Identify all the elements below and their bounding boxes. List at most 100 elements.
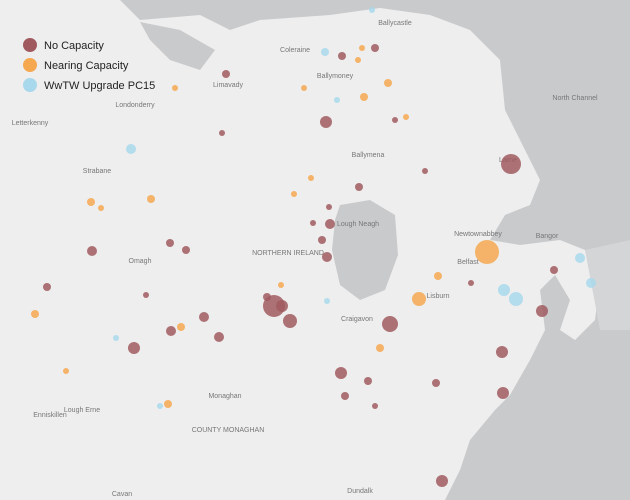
lough-foyle bbox=[140, 22, 215, 70]
marker bbox=[586, 278, 596, 288]
marker bbox=[164, 400, 172, 408]
marker bbox=[338, 52, 346, 60]
marker bbox=[147, 195, 155, 203]
marker bbox=[310, 220, 316, 226]
marker bbox=[376, 344, 384, 352]
place-label: Belfast bbox=[457, 259, 478, 266]
marker bbox=[98, 205, 104, 211]
place-label: Lough Erne bbox=[64, 407, 100, 414]
place-label: Monaghan bbox=[208, 393, 241, 400]
marker bbox=[384, 79, 392, 87]
marker bbox=[126, 144, 136, 154]
legend-swatch bbox=[23, 38, 37, 52]
marker bbox=[335, 367, 347, 379]
marker bbox=[321, 48, 329, 56]
marker bbox=[143, 292, 149, 298]
marker bbox=[276, 300, 288, 312]
marker bbox=[219, 130, 225, 136]
place-label: Londonderry bbox=[115, 102, 155, 109]
marker bbox=[31, 310, 39, 318]
legend-swatch bbox=[23, 58, 37, 72]
place-label: Strabane bbox=[83, 168, 112, 175]
marker bbox=[324, 298, 330, 304]
marker bbox=[291, 191, 297, 197]
land bbox=[0, 0, 600, 500]
marker bbox=[498, 284, 510, 296]
marker bbox=[341, 392, 349, 400]
marker bbox=[392, 117, 398, 123]
marker bbox=[575, 253, 585, 263]
marker bbox=[432, 379, 440, 387]
legend: No Capacity Nearing Capacity WwTW Upgrade … bbox=[23, 38, 155, 92]
marker bbox=[371, 44, 379, 52]
marker bbox=[320, 116, 332, 128]
marker bbox=[434, 272, 442, 280]
marker bbox=[509, 292, 523, 306]
marker bbox=[422, 168, 428, 174]
legend-label: No Capacity bbox=[44, 40, 104, 52]
marker bbox=[157, 403, 163, 409]
marker bbox=[222, 70, 230, 78]
marker bbox=[536, 305, 548, 317]
place-label: Lough Neagh bbox=[337, 221, 379, 228]
legend-swatch bbox=[23, 78, 37, 92]
marker bbox=[318, 236, 326, 244]
marker bbox=[43, 283, 51, 291]
legend-label: Nearing Capacity bbox=[44, 60, 129, 72]
marker bbox=[355, 57, 361, 63]
marker bbox=[322, 252, 332, 262]
marker bbox=[87, 198, 95, 206]
marker bbox=[334, 97, 340, 103]
marker bbox=[128, 342, 140, 354]
marker bbox=[172, 85, 178, 91]
place-label: Limavady bbox=[213, 82, 243, 89]
marker bbox=[360, 93, 368, 101]
marker bbox=[214, 332, 224, 342]
place-label: Craigavon bbox=[341, 316, 373, 323]
marker bbox=[301, 85, 307, 91]
marker bbox=[359, 45, 365, 51]
place-label: Lisburn bbox=[427, 293, 450, 300]
legend-label: WwTW Upgrade PC15 bbox=[44, 80, 155, 92]
marker bbox=[436, 475, 448, 487]
marker bbox=[278, 282, 284, 288]
marker bbox=[364, 377, 372, 385]
marker bbox=[412, 292, 426, 306]
marker bbox=[113, 335, 119, 341]
marker bbox=[326, 204, 332, 210]
sea-shade bbox=[585, 240, 630, 330]
place-label: Dundalk bbox=[347, 488, 373, 495]
place-label: Omagh bbox=[129, 258, 152, 265]
lough-neagh bbox=[332, 200, 398, 300]
marker bbox=[263, 293, 271, 301]
marker bbox=[166, 239, 174, 247]
place-label: Newtownabbey bbox=[454, 231, 502, 238]
place-label: Enniskillen bbox=[33, 412, 67, 419]
place-label: North Channel bbox=[552, 95, 598, 102]
marker bbox=[308, 175, 314, 181]
marker bbox=[475, 240, 499, 264]
marker bbox=[372, 403, 378, 409]
marker bbox=[369, 7, 375, 13]
marker bbox=[501, 154, 521, 174]
place-label: Ballymena bbox=[352, 152, 385, 159]
marker bbox=[199, 312, 209, 322]
place-labels: Ballycastle Coleraine Limavady Londonderry L… bbox=[12, 20, 598, 498]
marker bbox=[468, 280, 474, 286]
marker bbox=[355, 183, 363, 191]
marker bbox=[87, 246, 97, 256]
marker bbox=[497, 387, 509, 399]
marker bbox=[283, 314, 297, 328]
place-label: NORTHERN IRELAND bbox=[252, 250, 324, 257]
place-label: Letterkenny bbox=[12, 120, 49, 127]
marker bbox=[182, 246, 190, 254]
place-label: COUNTY MONAGHAN bbox=[192, 427, 265, 434]
markers bbox=[31, 7, 596, 487]
place-label: Cavan bbox=[112, 491, 132, 498]
place-label: Coleraine bbox=[280, 47, 310, 54]
place-label: Ballymoney bbox=[317, 73, 354, 80]
marker bbox=[166, 326, 176, 336]
marker bbox=[550, 266, 558, 274]
marker bbox=[177, 323, 185, 331]
